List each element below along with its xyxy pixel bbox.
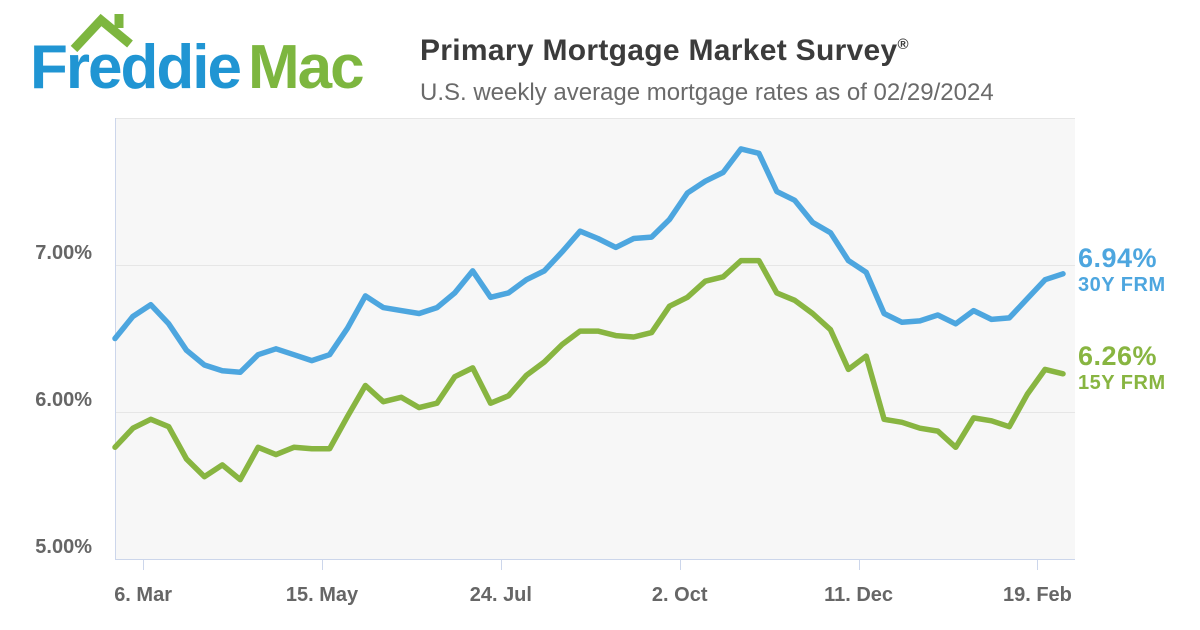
x-axis-label: 24. Jul xyxy=(470,584,532,606)
series-line-15y-frm xyxy=(112,257,1066,483)
series-label-15y: 15Y FRM xyxy=(1078,372,1166,394)
registered-trademark: ® xyxy=(897,36,909,53)
y-axis-label: 7.00% xyxy=(35,242,92,264)
chart-title: Primary Mortgage Market Survey® xyxy=(420,28,994,68)
rate-callout-15y: 6.26% 15Y FRM xyxy=(1078,341,1166,396)
series-line-30y-frm xyxy=(112,146,1066,376)
header: Primary Mortgage Market Survey® U.S. wee… xyxy=(420,28,994,107)
plot-area xyxy=(115,118,1075,559)
freddie-mac-logo: Freddie Mac xyxy=(30,0,390,110)
chart-subtitle: U.S. weekly average mortgage rates as of… xyxy=(420,79,994,106)
house-roof-icon xyxy=(70,13,133,52)
x-axis-label: 6. Mar xyxy=(114,584,172,606)
rate-value-15y: 6.26% xyxy=(1078,341,1158,371)
x-axis-label: 15. May xyxy=(286,584,359,606)
logo-text-mac: Mac xyxy=(247,33,365,102)
rate-value-30y: 6.94% xyxy=(1078,243,1158,273)
logo-text: Freddie Mac xyxy=(30,33,365,102)
rate-callout-30y: 6.94% 30Y FRM xyxy=(1078,243,1166,298)
y-axis-label: 5.00% xyxy=(35,536,92,558)
y-axis-label: 6.00% xyxy=(35,389,92,411)
chart-title-text: Primary Mortgage Market Survey xyxy=(420,34,898,67)
logo-text-freddie: Freddie xyxy=(30,33,242,102)
x-axis-label: 2. Oct xyxy=(652,584,708,606)
series-label-30y: 30Y FRM xyxy=(1078,274,1166,296)
x-axis-label: 19. Feb xyxy=(1003,584,1072,606)
x-axis-label: 11. Dec xyxy=(824,584,893,606)
